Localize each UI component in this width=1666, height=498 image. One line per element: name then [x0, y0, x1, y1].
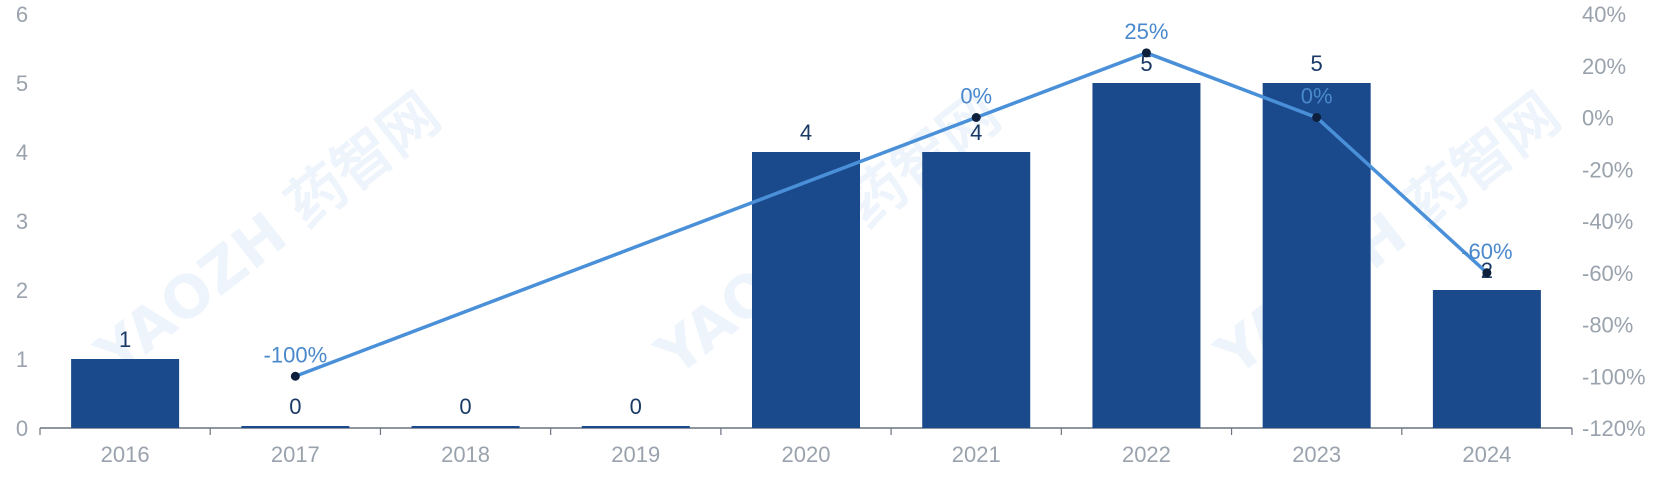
right-y-tick-label: -20% [1582, 157, 1633, 182]
line-point [1482, 268, 1492, 278]
right-y-axis: -120% -100% -80% -60% -40% -20% 0% 20% 40% [1582, 2, 1646, 441]
right-y-tick-label: -40% [1582, 209, 1633, 234]
bar [1432, 290, 1541, 428]
right-y-tick-label: 20% [1582, 54, 1626, 79]
x-tick-label: 2016 [101, 442, 150, 467]
bar-value-label: 0 [630, 394, 642, 419]
right-y-tick-label: 40% [1582, 2, 1626, 27]
bar-value-labels: 100044552 [119, 51, 1493, 419]
bar-value-label: 0 [289, 394, 301, 419]
bar [922, 152, 1031, 428]
left-y-tick-label: 3 [16, 209, 28, 234]
x-tick-label: 2024 [1462, 442, 1511, 467]
x-tick-label: 2021 [952, 442, 1001, 467]
bar [581, 426, 690, 428]
bar-value-label: 1 [119, 327, 131, 352]
left-y-tick-label: 1 [16, 347, 28, 372]
left-y-tick-label: 4 [16, 140, 28, 165]
line-value-label: -60% [1461, 239, 1512, 264]
bar [411, 426, 520, 428]
x-axis: 2016 2017 2018 2019 2020 2021 2022 2023 2024 [39, 427, 1573, 467]
line-value-label: 25% [1124, 19, 1168, 44]
x-tick-label: 2019 [611, 442, 660, 467]
bar [71, 359, 180, 428]
left-y-tick-label: 2 [16, 278, 28, 303]
left-y-tick-label: 0 [16, 416, 28, 441]
x-tick-label: 2020 [782, 442, 831, 467]
right-y-tick-label: -100% [1582, 364, 1646, 389]
bar-value-label: 5 [1140, 51, 1152, 76]
bar-value-label: 5 [1311, 51, 1323, 76]
bar [752, 152, 860, 428]
bar-value-label: 4 [800, 120, 812, 145]
x-tick-label: 2017 [271, 442, 320, 467]
left-y-tick-label: 5 [16, 71, 28, 96]
line-value-label: 0% [960, 84, 992, 109]
line-point [1312, 113, 1322, 122]
x-tick-label: 2018 [441, 442, 490, 467]
line-value-label: -100% [264, 342, 328, 367]
left-y-tick-label: 6 [16, 2, 28, 27]
x-tick-label: 2022 [1122, 442, 1171, 467]
line-value-label: 0% [1301, 84, 1333, 109]
line-point [971, 113, 981, 122]
bar-value-label: 4 [970, 120, 982, 145]
bar [1262, 83, 1371, 428]
bar [241, 426, 350, 428]
right-y-tick-label: -80% [1582, 313, 1633, 338]
line-point [1141, 48, 1151, 58]
right-y-tick-label: -60% [1582, 261, 1633, 286]
bar-value-label: 0 [459, 394, 471, 419]
growth-line-series: -100% 0% 25% 0% -60% [264, 19, 1513, 381]
bar [1092, 83, 1201, 428]
right-y-tick-label: 0% [1582, 106, 1614, 131]
line-point [290, 371, 300, 381]
x-tick-label: 2023 [1292, 442, 1341, 467]
right-y-tick-label: -120% [1582, 416, 1646, 441]
bar-series [71, 83, 1541, 428]
left-y-axis: 0 1 2 3 4 5 6 [16, 2, 28, 441]
